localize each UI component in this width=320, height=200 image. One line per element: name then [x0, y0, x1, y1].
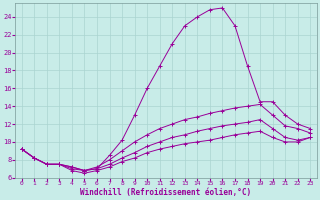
X-axis label: Windchill (Refroidissement éolien,°C): Windchill (Refroidissement éolien,°C)	[80, 188, 252, 197]
